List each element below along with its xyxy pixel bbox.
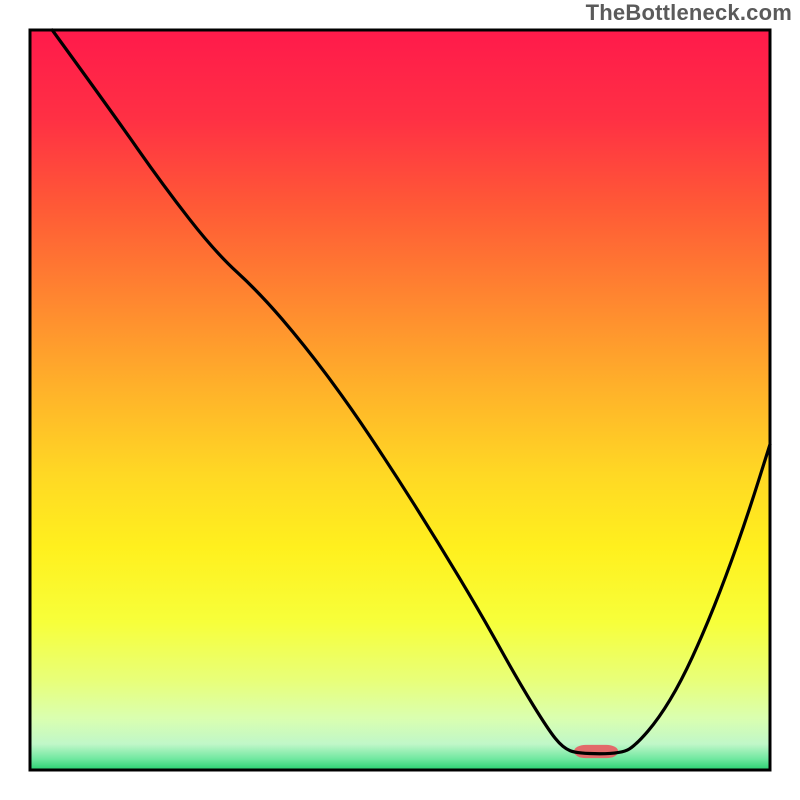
bottleneck-chart [0, 0, 800, 800]
chart-stage: TheBottleneck.com [0, 0, 800, 800]
attribution-label: TheBottleneck.com [586, 0, 792, 26]
gradient-background [30, 30, 770, 770]
